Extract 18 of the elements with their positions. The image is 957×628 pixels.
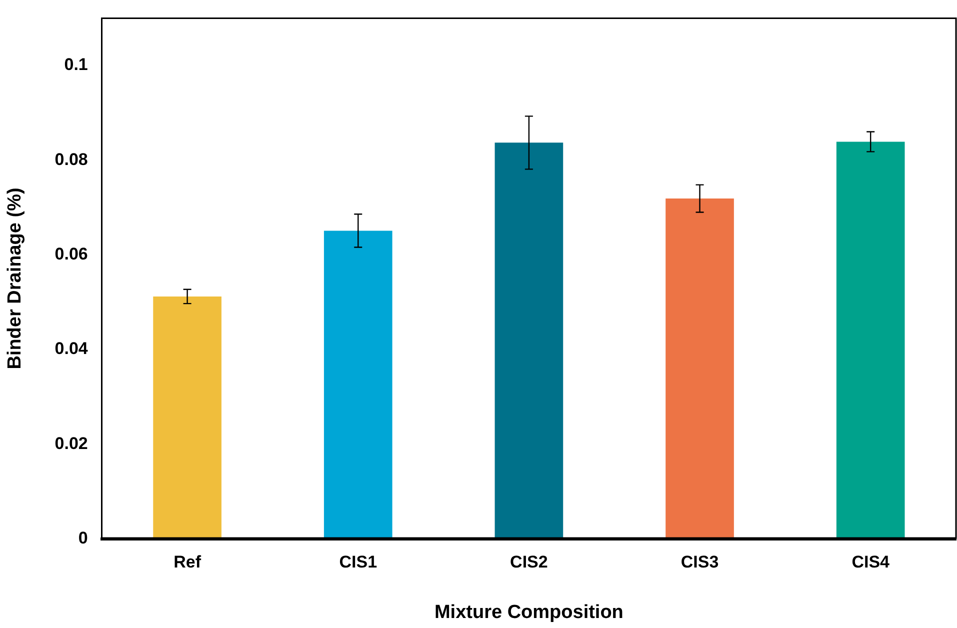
bar <box>494 142 564 539</box>
y-tick-label: 0 <box>78 528 88 548</box>
y-tick-label: 0.06 <box>54 244 88 264</box>
bar <box>153 296 222 539</box>
x-axis-title: Mixture Composition <box>434 602 624 623</box>
y-tick-label: 0.02 <box>54 434 88 453</box>
x-tick-label: CIS3 <box>680 552 719 572</box>
y-tick-label: 0.04 <box>54 339 88 358</box>
bar <box>324 230 392 539</box>
x-tick-label: Ref <box>174 552 202 572</box>
bar <box>666 198 734 539</box>
y-tick-label: 0.08 <box>54 150 88 169</box>
y-tick-label: 0.1 <box>64 55 88 74</box>
x-tick-label: CIS2 <box>510 552 548 572</box>
x-tick-label: CIS1 <box>339 552 378 572</box>
y-axis-title: Binder Drainage (%) <box>4 188 26 370</box>
x-tick-label: CIS4 <box>852 552 890 572</box>
bar <box>836 142 905 539</box>
